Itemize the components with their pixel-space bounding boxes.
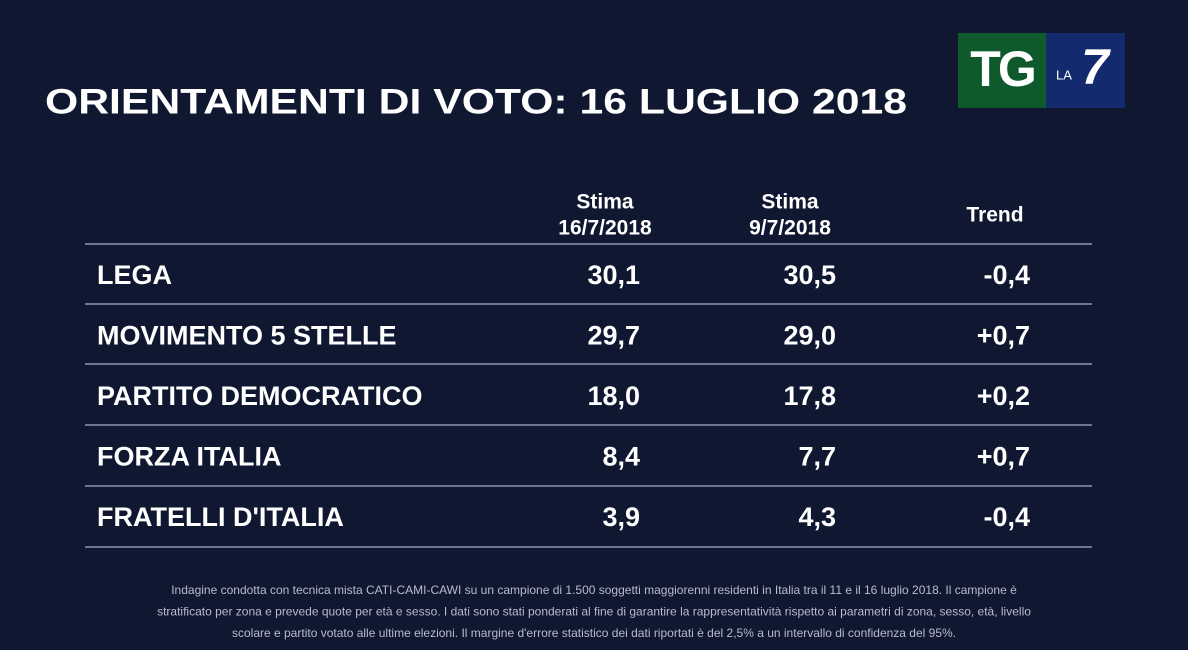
column-header: Trend [966,204,1023,227]
column-header: 9/7/2018 [749,217,831,240]
logo-blue [1046,33,1125,108]
logo-7: 7 [1081,39,1111,95]
cell-value: 30,1 [587,260,640,290]
party-name: PARTITO DEMOCRATICO [97,381,423,411]
party-name: FORZA ITALIA [97,442,281,472]
cell-value: 29,7 [587,321,640,351]
cell-value: +0,7 [977,321,1030,351]
logo-tg: TG [970,41,1034,97]
cell-value: +0,2 [977,381,1030,411]
logo-green [958,33,1046,108]
column-header: Stima [761,191,819,214]
cell-value: 29,0 [783,321,836,351]
cell-value: 30,5 [783,260,836,290]
column-header: 16/7/2018 [558,217,652,240]
cell-value: 7,7 [798,442,836,472]
cell-value: -0,4 [983,260,1030,290]
cell-value: 3,9 [602,502,640,532]
footnote-line: scolare e partito votato alle ultime ele… [232,626,956,640]
column-header: Stima [576,191,634,214]
logo: TG LA 7 [958,33,1125,108]
cell-value: 18,0 [587,381,640,411]
cell-value: +0,7 [977,442,1030,472]
cell-value: 17,8 [783,381,836,411]
party-name: MOVIMENTO 5 STELLE [97,321,397,351]
footnote-line: stratificato per zona e prevede quote pe… [157,605,1031,619]
footnote: Indagine condotta con tecnica mista CATI… [157,583,1031,640]
logo-la: LA [1056,67,1072,82]
party-name: LEGA [97,260,172,290]
footnote-line: Indagine condotta con tecnica mista CATI… [171,583,1017,597]
cell-value: 4,3 [798,502,836,532]
title: ORIENTAMENTI DI VOTO: 16 LUGLIO 2018 [45,82,907,121]
cell-value: 8,4 [602,442,640,472]
table: Stima 16/7/2018 Stima 9/7/2018 Trend LEGA 30,1… [85,191,1092,548]
cell-value: -0,4 [983,502,1030,532]
party-name: FRATELLI D'ITALIA [97,502,344,532]
